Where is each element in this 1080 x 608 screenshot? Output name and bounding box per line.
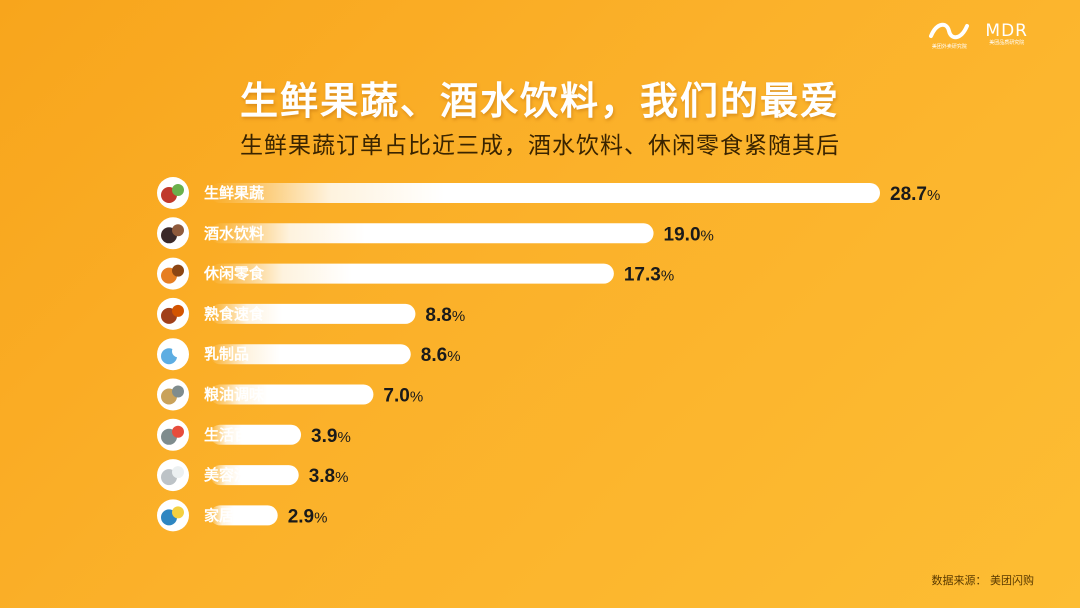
header-logos: 美团外卖研究院 MDR 美团品质研究院 [927,18,1028,51]
value-label: 2.9% [288,506,328,527]
page-title: 生鲜果蔬、酒水饮料，我们的最爱 [239,79,840,123]
value-label: 3.9% [311,426,351,447]
bar-row: 家居清洁2.9% [157,499,328,532]
value-label: 7.0% [383,386,423,407]
bar-row: 生鲜果蔬28.7% [157,177,940,209]
meituan-logo: 美团外卖研究院 [927,18,971,51]
bar-row: 粮油调味7.0% [157,378,423,411]
value-label: 8.6% [421,345,461,366]
bar-row: 生活百货3.9% [157,418,351,451]
value-label: 3.8% [309,466,349,487]
bar [210,465,299,486]
cleaning-icon [157,499,189,532]
store-shelf-icon [157,418,189,451]
value-label: 19.0% [664,224,714,245]
bar [210,505,278,526]
lotion-icon [157,459,189,492]
grain-oil-icon [157,378,189,411]
bar [210,303,416,324]
mdr-logo: MDR 美团品质研究院 [985,22,1028,47]
snacks-icon [157,257,189,290]
wave-logo-subtext: 美团外卖研究院 [931,44,967,50]
bar [210,424,302,445]
bar [210,223,654,244]
value-label: 8.8% [425,305,465,326]
bar [210,263,614,284]
vegetables-icon [157,177,189,209]
data-source: 数据来源： 美团闪购 [931,574,1035,587]
bar-row: 乳制品8.6% [157,338,461,371]
wave-logo-icon [929,22,970,40]
mdr-logo-text: MDR [985,21,1028,41]
bar-row: 熟食速食8.8% [157,297,465,330]
page-subtitle: 生鲜果蔬订单占比近三成，酒水饮料、休闲零食紧随其后 [240,133,840,159]
bar [210,183,880,203]
roast-meat-icon [157,297,189,330]
bar [210,384,374,405]
bar-row: 美容洗护3.8% [157,459,349,492]
bar [210,344,411,365]
mdr-logo-subtext: 美团品质研究院 [989,40,1025,46]
value-label: 17.3% [624,265,674,286]
bar-row: 酒水饮料19.0% [157,217,714,250]
value-label: 28.7% [890,184,940,205]
milk-icon [157,338,189,371]
wine-bottle-icon [157,217,189,250]
bar-row: 休闲零食17.3% [157,257,674,290]
